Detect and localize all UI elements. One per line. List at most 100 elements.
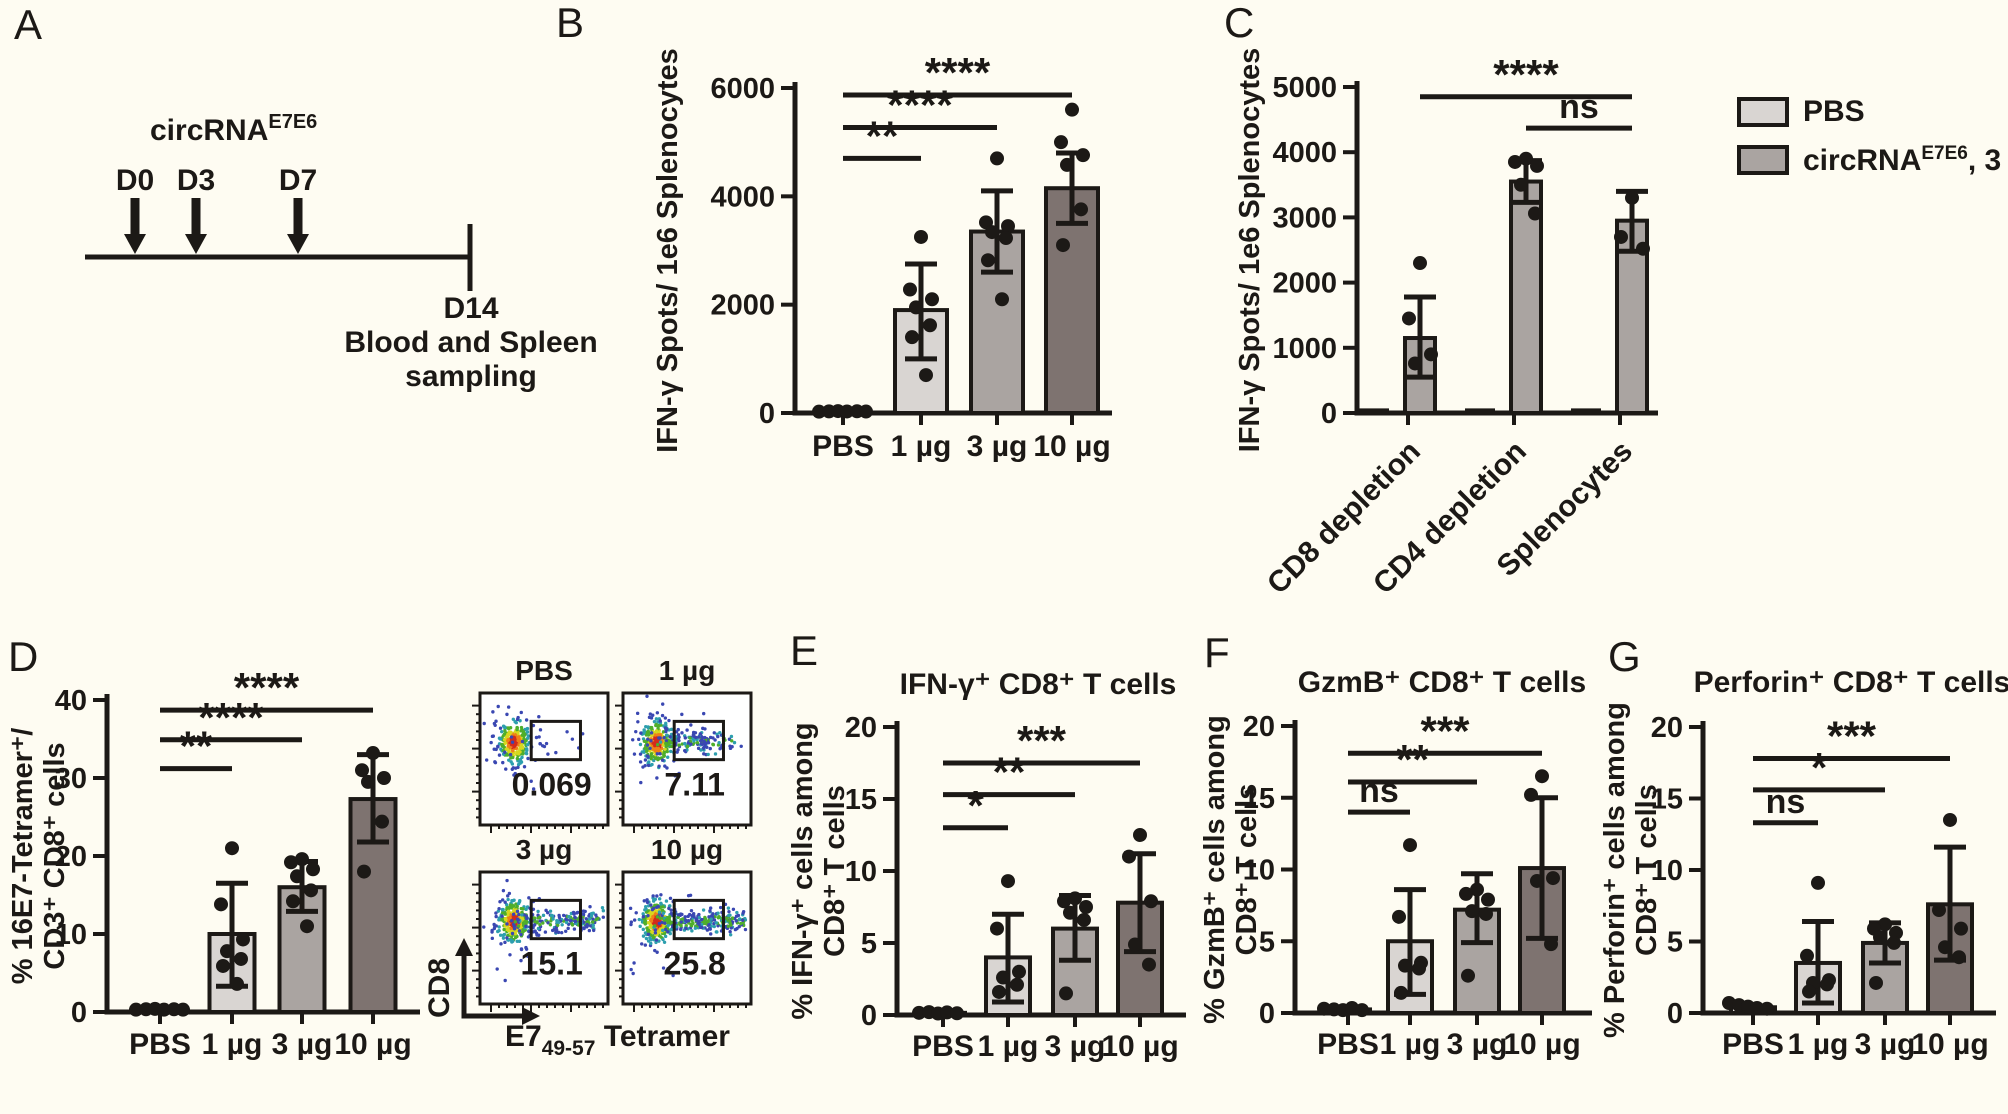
flow-plot-title: 10 µg <box>651 834 723 865</box>
legend-swatch-circrna <box>1737 145 1789 175</box>
error-bars <box>1802 844 1966 1006</box>
right-arrow-icon <box>522 1007 540 1025</box>
x-category-label: 10 µg <box>1503 1028 1580 1061</box>
significance-label: *** <box>1420 707 1470 754</box>
y-tick-label: 15 <box>1243 783 1275 815</box>
x-category-label: 1 µg <box>1788 1028 1849 1061</box>
x-category-label: 3 µg <box>1855 1028 1916 1061</box>
error-bars <box>216 752 389 989</box>
bars <box>815 186 1100 416</box>
x-category-label: 1 µg <box>891 430 952 463</box>
data-points <box>129 746 391 1017</box>
y-axis-label: CD3⁺ CD8⁺ cells <box>39 742 71 969</box>
chart-title: IFN-γ⁺ CD8⁺ T cells <box>900 668 1177 701</box>
y-tick-label: 40 <box>55 685 87 717</box>
x-category-label: PBS <box>812 430 874 463</box>
bars <box>135 797 398 1015</box>
y-tick-label: 0 <box>71 997 87 1029</box>
x-category-label: 3 µg <box>272 1028 333 1061</box>
significance-label: ns <box>1559 88 1599 126</box>
y-tick-label: 5 <box>1259 926 1275 958</box>
y-tick-label: 15 <box>1651 784 1683 816</box>
x-category-label: 10 µg <box>1033 430 1110 463</box>
bar <box>1359 408 1389 415</box>
x-category-label: 3 µg <box>1045 1030 1106 1063</box>
significance-label: **** <box>925 49 991 96</box>
up-arrow-icon <box>455 938 473 956</box>
panel-label-c: C <box>1224 0 1255 46</box>
density-cloud <box>482 704 585 791</box>
flow-plot-frame <box>621 870 753 1006</box>
x-category-label: PBS <box>1722 1028 1784 1061</box>
y-tick-label: 0 <box>1667 998 1683 1030</box>
significance-label: *** <box>1017 717 1067 764</box>
timepoint-d7: D7 <box>279 164 317 197</box>
significance-label: *** <box>1827 712 1877 759</box>
endpoint-line1: Blood and Spleen <box>344 326 597 359</box>
gate-box <box>529 898 582 941</box>
bars <box>919 900 1164 1018</box>
significance-label: ns <box>1359 772 1399 810</box>
significance-label: ** <box>180 723 213 770</box>
endpoint-line2: sampling <box>405 360 537 393</box>
legend-label-circrna: circRNAE7E6, 3 µg <box>1803 142 2008 177</box>
density-cloud <box>628 893 748 978</box>
y-tick-label: 4000 <box>1272 137 1337 169</box>
gate-box <box>672 719 725 762</box>
y-tick-label: 10 <box>55 919 87 951</box>
bar <box>1571 408 1601 415</box>
significance: ns***** <box>1348 707 1542 815</box>
y-tick-label: 20 <box>1243 711 1275 743</box>
error-bars <box>1394 795 1558 997</box>
y-tick-label: 10 <box>1243 855 1275 887</box>
significance: ns**** <box>1420 51 1632 131</box>
bar <box>1465 408 1495 415</box>
significance-label: **** <box>887 82 953 129</box>
x-category-label: 10 µg <box>1101 1030 1178 1063</box>
chart-title: GzmB⁺ CD8⁺ T cells <box>1298 666 1586 699</box>
gate-box <box>672 898 725 941</box>
y-tick-label: 3000 <box>1272 202 1337 234</box>
significance-label: ** <box>1396 736 1429 783</box>
flow-plot: PBS 0.069 <box>472 655 610 833</box>
endpoint-day: D14 <box>443 292 498 325</box>
y-tick-label: 2000 <box>710 290 775 322</box>
data-points <box>812 102 1090 419</box>
y-tick-label: 2000 <box>1272 268 1337 300</box>
y-axis-label: % Perforin⁺ cells among <box>1599 702 1631 1038</box>
flow-plot-title: 1 µg <box>659 655 716 686</box>
significance-label: **** <box>234 664 300 711</box>
gate-percentage: 7.11 <box>664 766 725 802</box>
y-axis-label: IFN-γ Spots/ 1e6 Splenocytes <box>1234 48 1266 453</box>
gate-box <box>529 719 582 762</box>
y-tick-label: 6000 <box>710 73 775 105</box>
y-tick-label: 0 <box>759 398 775 430</box>
y-tick-label: 1000 <box>1272 333 1337 365</box>
panel-label-g: G <box>1608 633 1641 680</box>
y-axis-label: CD8⁺ T cells <box>1631 784 1663 956</box>
panel-label-e: E <box>790 627 819 674</box>
panel-a-timeline: circRNAE7E6 D0 D3 D7 D14 Blood and Splee… <box>85 111 598 393</box>
significance-label: * <box>1811 744 1828 791</box>
data-points <box>1722 812 1968 1016</box>
dose-arrow-icons <box>124 198 309 254</box>
bar <box>1051 926 1099 1017</box>
y-axis-label: % 16E7-Tetramer⁺/ <box>7 728 39 985</box>
data-points <box>1402 151 1650 371</box>
significance: ns**** <box>1753 712 1950 826</box>
bar <box>1509 179 1543 415</box>
y-tick-label: 20 <box>845 712 877 744</box>
y-tick-label: 5 <box>861 928 877 960</box>
panel-label-b: B <box>556 0 585 46</box>
gate-percentage: 15.1 <box>521 945 583 981</box>
significance-label: ** <box>993 749 1026 796</box>
y-tick-label: 15 <box>845 784 877 816</box>
x-category-label: 3 µg <box>1447 1028 1508 1061</box>
y-tick-label: 30 <box>55 763 87 795</box>
